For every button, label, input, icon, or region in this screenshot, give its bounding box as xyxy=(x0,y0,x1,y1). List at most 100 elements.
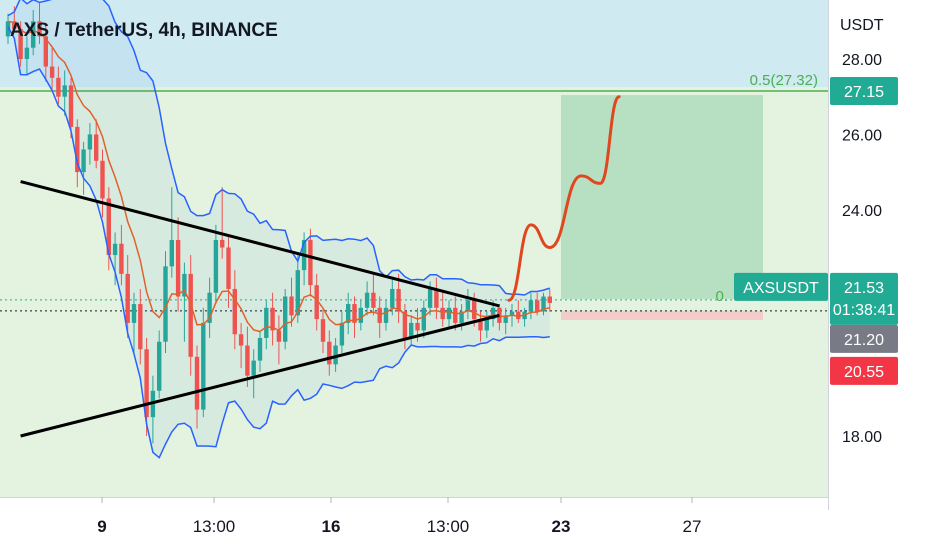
ema-price-tag-bg xyxy=(830,324,898,353)
triangle-pattern[interactable] xyxy=(20,180,500,438)
projection-path[interactable] xyxy=(507,95,621,302)
candle xyxy=(163,251,168,354)
candle xyxy=(194,345,200,429)
candle xyxy=(371,273,376,316)
candle-body xyxy=(106,198,111,256)
candle xyxy=(289,277,294,327)
ema-price-tag-text: 21.20 xyxy=(844,332,884,349)
candle-body xyxy=(112,243,118,256)
candle-body xyxy=(453,307,458,323)
x-tick-label: 9 xyxy=(97,517,106,536)
candle-body xyxy=(509,311,515,316)
last-price-tag-bg xyxy=(830,272,898,325)
candle-body xyxy=(87,134,93,150)
bb-lower-price-tag-bg xyxy=(830,356,898,385)
candle-body xyxy=(421,307,426,331)
candle-body xyxy=(264,307,269,338)
x-axis-ticks: 9 13:00 16 13:00 23 27 xyxy=(97,497,701,536)
candle-body xyxy=(157,341,162,391)
candle xyxy=(257,330,263,372)
candle-body xyxy=(12,21,17,29)
candle-body xyxy=(100,160,105,199)
ema-price-tag: 21.20 xyxy=(830,324,898,353)
candle-body xyxy=(415,322,420,331)
candle-body xyxy=(528,300,534,312)
candle xyxy=(409,315,414,346)
candle xyxy=(440,292,445,327)
candle-body xyxy=(270,307,275,331)
symbol-tag: AXSUSDT xyxy=(734,272,828,301)
candle-body xyxy=(169,239,174,267)
candle-body xyxy=(201,322,206,410)
x-tick-label: 13:00 xyxy=(427,517,470,536)
candle xyxy=(421,300,426,338)
candle-body xyxy=(289,296,294,316)
candle-body xyxy=(396,288,401,312)
candle-body xyxy=(472,300,477,320)
last-price-tag-text: 21.53 xyxy=(844,280,884,297)
candle-body xyxy=(31,21,36,48)
candle-body xyxy=(75,126,80,173)
candle-body xyxy=(131,304,137,323)
last-price-tag: 21.53 01:38:41 xyxy=(830,272,898,325)
candle-body xyxy=(188,273,193,357)
symbol-tag-bg xyxy=(734,272,828,301)
indicator-lines xyxy=(7,0,551,459)
candle xyxy=(182,262,187,342)
candle-body xyxy=(283,296,288,342)
candle-body xyxy=(503,315,508,323)
fib-price-tag-bg xyxy=(830,77,898,106)
fib-price-tag-text: 27.15 xyxy=(844,84,884,101)
candle-body xyxy=(238,334,244,346)
y-tick-label: 18.00 xyxy=(842,429,882,446)
candle xyxy=(541,292,546,316)
y-tick-label: 28.00 xyxy=(842,52,882,69)
candle xyxy=(37,2,42,44)
candle xyxy=(232,270,237,350)
candle xyxy=(238,322,244,369)
candle-body xyxy=(364,292,370,308)
candle-body xyxy=(535,300,540,312)
candle-body xyxy=(182,273,187,297)
candle xyxy=(188,255,193,376)
triangle-upper-line[interactable] xyxy=(20,180,500,308)
candle-body xyxy=(440,307,445,320)
triangle-lower-line[interactable] xyxy=(20,313,500,438)
candle-body xyxy=(257,337,263,361)
candle xyxy=(276,315,282,365)
target-zone[interactable] xyxy=(561,95,763,299)
candle-body xyxy=(352,304,357,323)
candle xyxy=(346,292,351,335)
candle-body xyxy=(295,270,300,316)
candle-body xyxy=(371,292,376,308)
candle xyxy=(333,337,338,372)
candle xyxy=(49,47,55,90)
candle-body xyxy=(339,322,345,346)
candle xyxy=(390,277,395,316)
candle-body xyxy=(5,21,11,37)
candle-body xyxy=(484,319,489,331)
upper-zone-background xyxy=(0,0,828,87)
candle xyxy=(112,232,118,286)
candle xyxy=(245,326,250,387)
bb-lower-price-tag: 20.55 xyxy=(830,356,898,385)
candle-body xyxy=(194,356,200,410)
candle-body xyxy=(232,288,237,335)
candle xyxy=(169,187,174,278)
candle-body xyxy=(18,28,23,59)
ema-line xyxy=(7,20,550,333)
candle xyxy=(31,9,36,56)
candle xyxy=(207,277,212,338)
candle-body xyxy=(119,243,124,274)
candle-body xyxy=(125,273,130,323)
candle xyxy=(81,141,86,195)
candle-body xyxy=(446,307,452,320)
stop-zone[interactable] xyxy=(561,310,763,320)
candle-body xyxy=(49,66,55,78)
candle xyxy=(465,288,471,320)
candle-body xyxy=(276,330,282,342)
projection-curve[interactable] xyxy=(507,95,621,302)
candle-body xyxy=(409,322,414,338)
